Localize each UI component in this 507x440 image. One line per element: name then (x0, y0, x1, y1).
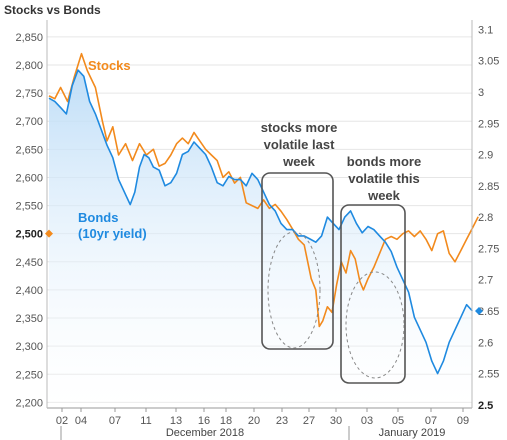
y-left-tick-label: 2,700 (15, 116, 43, 128)
x-tick-label: 03 (361, 415, 373, 427)
x-tick-label: 16 (198, 415, 210, 427)
y-right-tick-label: 3 (478, 87, 484, 99)
x-tick-label: 04 (75, 415, 87, 427)
y-left-tick-label: 2,450 (15, 257, 43, 269)
series-label-stocks: Stocks (88, 58, 131, 73)
y-left-tick-label: 2,800 (15, 60, 43, 72)
callout-text-stocks-line1: stocks more (261, 120, 338, 135)
callout-box-bonds (340, 204, 406, 384)
y-left-tick-label: 2,250 (15, 369, 43, 381)
y-right-tick-label: 2.65 (478, 306, 499, 318)
x-tick-label: 20 (248, 415, 260, 427)
bonds-latest-marker (475, 307, 483, 315)
y-right-tick-label: 2.8 (478, 212, 493, 224)
y-left-tick-label: 2,850 (15, 32, 43, 44)
y-left-tick-label: 2,650 (15, 144, 43, 156)
x-tick-label: 23 (276, 415, 288, 427)
y-right-tick-label: 2.6 (478, 337, 493, 349)
y-left-tick-label: 2,500 (15, 229, 43, 241)
month-label-december: December 2018 (166, 427, 244, 439)
y-left-tick-label: 2,550 (15, 201, 43, 213)
month-label-january: January 2019 (379, 427, 446, 439)
x-tick-label: 07 (109, 415, 121, 427)
y-right-tick-label: 2.75 (478, 243, 499, 255)
x-tick-label: 07 (425, 415, 437, 427)
y-right-tick-label: 2.55 (478, 369, 499, 381)
x-tick-label: 13 (170, 415, 182, 427)
x-tick-label: 11 (140, 415, 151, 427)
y-left-tick-label: 2,350 (15, 313, 43, 325)
series-label-bonds-sub: (10yr yield) (78, 226, 147, 241)
y-left-tick-label: 2,300 (15, 341, 43, 353)
callout-box-stocks (261, 172, 334, 350)
bonds-area-fill (49, 70, 473, 408)
callout-text-bonds-line1: bonds more (347, 154, 421, 169)
highlight-ellipse-bonds (345, 271, 405, 379)
x-tick-label: 27 (303, 415, 315, 427)
highlight-ellipse-stocks (267, 231, 321, 349)
y-right-tick-label: 2.5 (478, 400, 493, 412)
callout-text-stocks-line3: week (282, 154, 316, 169)
chart-title: Stocks vs Bonds (4, 3, 101, 17)
y-right-tick-label: 2.9 (478, 150, 493, 162)
x-tick-label: 05 (392, 415, 404, 427)
callout-text-bonds-line3: week (367, 188, 401, 203)
y-left-tick-label: 2,400 (15, 285, 43, 297)
y-left-tick-label: 2,600 (15, 172, 43, 184)
x-tick-label: 30 (330, 415, 342, 427)
x-tick-label: 18 (220, 415, 232, 427)
y-right-tick-label: 2.85 (478, 181, 499, 193)
callout-text-stocks-line2: volatile last (264, 137, 335, 152)
y-right-tick-label: 2.95 (478, 118, 499, 130)
y-right-tick-label: 3.05 (478, 56, 499, 68)
callout-text-bonds-line2: volatile this (348, 171, 420, 186)
x-tick-label: 09 (457, 415, 469, 427)
y-right-tick-label: 3.1 (478, 24, 493, 36)
series-label-bonds: Bonds (78, 210, 118, 225)
annotation-overlays: Stocks Bonds(10yr yield) stocks more volati… (78, 58, 421, 384)
axes: 2,200 2,250 2,300 2,350 2,400 2,450 2,500 2,550… (15, 20, 499, 440)
stocks-latest-marker (45, 229, 53, 238)
y-left-tick-label: 2,750 (15, 88, 43, 100)
y-right-tick-label: 2.7 (478, 275, 493, 287)
bonds-series-line (48, 69, 473, 375)
x-tick-label: 02 (56, 415, 68, 427)
y-left-tick-label: 2,200 (15, 397, 43, 409)
